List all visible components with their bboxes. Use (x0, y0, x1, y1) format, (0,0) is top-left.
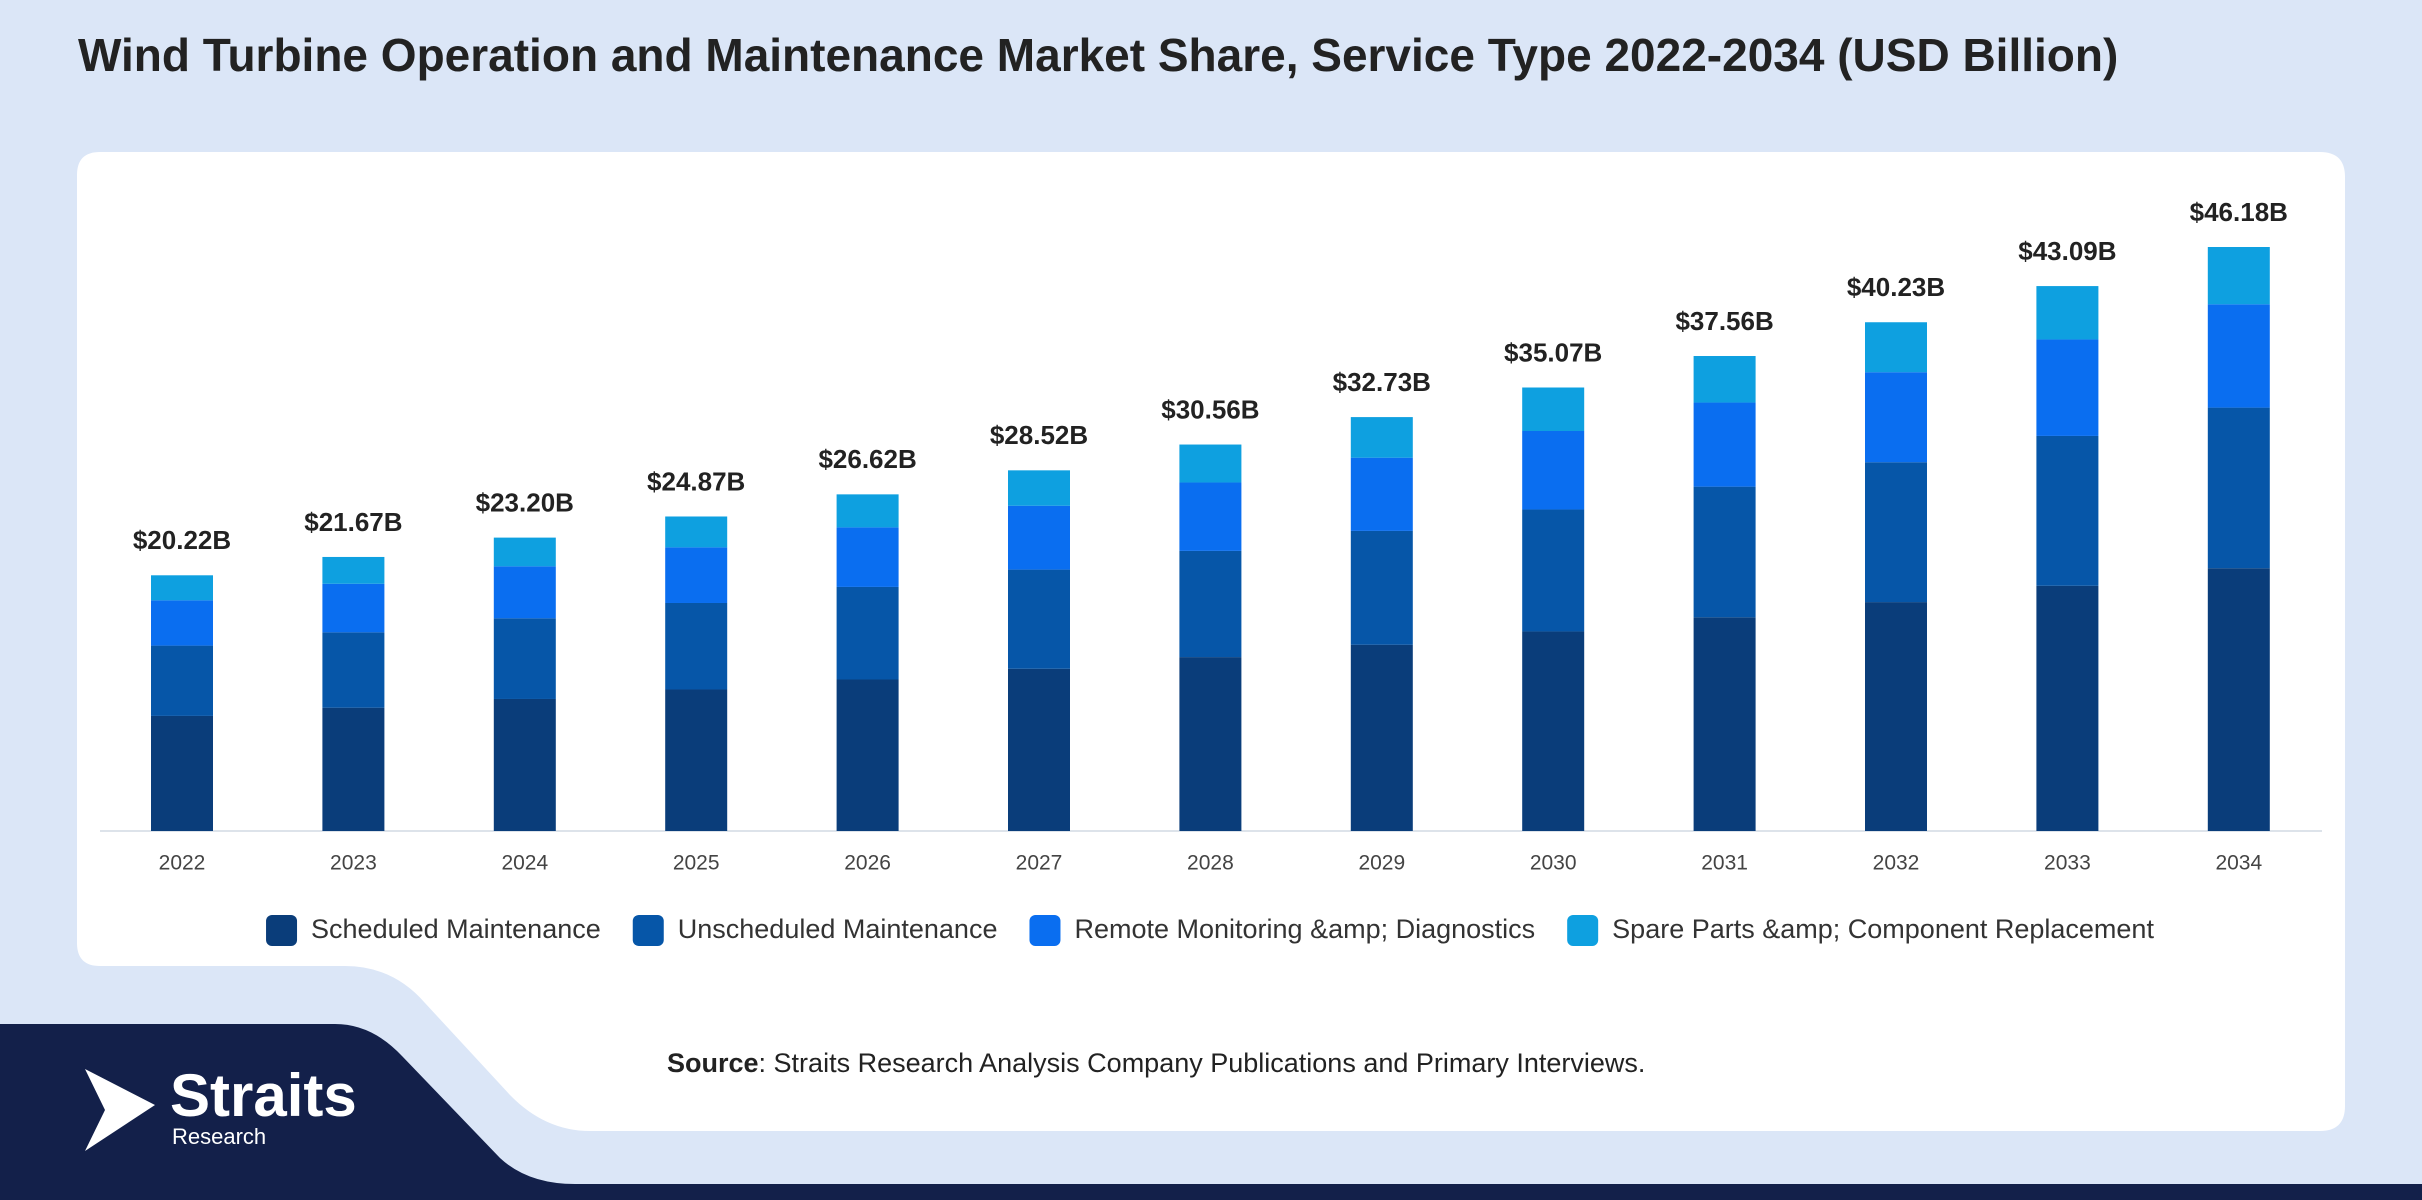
legend-swatch (1029, 915, 1061, 946)
x-tick-label: 2022 (159, 852, 206, 875)
bar-segment (836, 494, 899, 528)
bar-segment (1350, 417, 1413, 458)
bar-segment (2207, 304, 2270, 408)
bar-segment (2036, 339, 2099, 436)
bar-segment (493, 566, 556, 619)
legend-label: Remote Monitoring &amp; Diagnostics (1074, 914, 1535, 944)
bar-segment (2036, 585, 2099, 831)
x-tick-label: 2026 (844, 852, 891, 875)
x-tick-label: 2033 (2044, 852, 2091, 875)
bar-segment (151, 575, 213, 601)
bar-segment (322, 707, 385, 831)
legend-label: Scheduled Maintenance (311, 914, 601, 944)
total-label: $20.22B (133, 525, 231, 555)
bar-segment (1179, 482, 1242, 551)
bar-segment (151, 645, 213, 716)
legend-swatch (266, 915, 298, 946)
x-tick-label: 2025 (673, 852, 720, 875)
total-label: $28.52B (990, 420, 1088, 450)
bar-segment (1693, 402, 1756, 487)
legend-label: Spare Parts &amp; Component Replacement (1612, 914, 2154, 944)
logo-icon (85, 1069, 155, 1151)
bar-segment (665, 547, 728, 603)
bar-segment (1865, 372, 1927, 463)
total-label: $24.87B (647, 466, 745, 496)
total-label: $23.20B (476, 487, 574, 517)
bar-segment (1350, 457, 1413, 531)
bar-segment (493, 537, 556, 567)
chart-title: Wind Turbine Operation and Maintenance M… (78, 29, 2118, 81)
bar-segment (1179, 444, 1242, 483)
bar-segment (1865, 602, 1927, 831)
x-tick-label: 2027 (1016, 852, 1063, 875)
x-tick-label: 2032 (1873, 852, 1920, 875)
bar-segment (1179, 550, 1242, 658)
bar-segment (1865, 322, 1927, 373)
logo-tagline: Research (172, 1124, 266, 1149)
bar-segment (322, 583, 385, 633)
bar-segment (1693, 486, 1756, 618)
bar-segment (836, 679, 899, 831)
bar-segment (1179, 657, 1242, 831)
x-tick-label: 2030 (1530, 852, 1577, 875)
bar-segment (1350, 530, 1413, 645)
footer-band (0, 1024, 2422, 1200)
source: Source: Straits Research Analysis Compan… (667, 1048, 1645, 1078)
total-label: $26.62B (818, 444, 916, 474)
bar-segment (493, 698, 556, 831)
bar-segment (1522, 631, 1585, 831)
legend-swatch (632, 915, 664, 946)
bar-segment (1008, 569, 1070, 669)
total-label: $37.56B (1675, 306, 1773, 336)
bar-segment (2207, 247, 2270, 305)
bar-segment (1522, 509, 1585, 632)
bar-segment (1693, 356, 1756, 403)
bar-segment (1522, 431, 1585, 510)
bar-segment (322, 632, 385, 708)
bar-segment (665, 516, 728, 548)
bar-segment (493, 618, 556, 699)
bar-segment (1350, 644, 1413, 831)
bar-segment (1865, 462, 1927, 603)
bar-segment (665, 689, 728, 831)
x-tick-label: 2029 (1358, 852, 1405, 875)
bar-segment (151, 715, 213, 831)
bar-segment (2207, 407, 2270, 569)
bar-segment (665, 602, 728, 690)
bar-segment (322, 556, 385, 584)
logo-name: Straits (170, 1062, 357, 1129)
legend-swatch (1567, 915, 1599, 946)
bar-segment (151, 600, 213, 646)
source-text: : Straits Research Analysis Company Publ… (759, 1048, 1646, 1078)
bar-segment (1522, 387, 1585, 432)
legend-label: Unscheduled Maintenance (678, 914, 998, 944)
bar-segment (1008, 668, 1070, 831)
total-label: $35.07B (1504, 337, 1602, 367)
x-tick-label: 2028 (1187, 852, 1234, 875)
x-tick-label: 2024 (501, 852, 548, 875)
bar-segment (1008, 505, 1070, 570)
total-label: $46.18B (2190, 197, 2288, 227)
total-label: $30.56B (1161, 394, 1259, 424)
source-label: Source (667, 1048, 759, 1078)
bar-segment (2207, 568, 2270, 831)
total-label: $40.23B (1847, 272, 1945, 302)
total-label: $43.09B (2018, 236, 2116, 266)
x-tick-label: 2034 (2215, 852, 2262, 875)
bar-segment (836, 586, 899, 680)
bar-segment (1008, 470, 1070, 506)
total-label: $21.67B (304, 507, 402, 537)
bar-segment (2036, 435, 2099, 586)
x-tick-label: 2023 (330, 852, 377, 875)
bar-segment (836, 527, 899, 587)
x-tick-label: 2031 (1701, 852, 1748, 875)
bar-segment (1693, 617, 1756, 831)
bar-segment (2036, 286, 2099, 340)
total-label: $32.73B (1333, 367, 1431, 397)
